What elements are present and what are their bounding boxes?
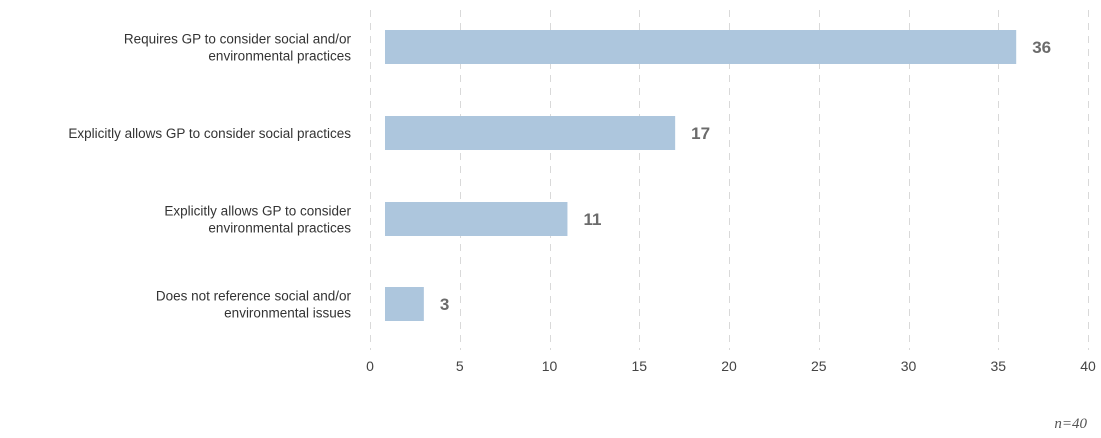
bar-1: [385, 116, 676, 150]
x-tick-label-25: 25: [811, 358, 827, 374]
x-axis-tick-labels: 0 5 10 15 20 25 30 35 40: [366, 358, 1096, 374]
gridlines: [370, 10, 1089, 350]
x-tick-label-20: 20: [721, 358, 737, 374]
x-tick-label-10: 10: [542, 358, 558, 374]
value-label-1: 17: [691, 124, 710, 143]
sample-size-note: n=40: [1054, 416, 1087, 432]
category-label-line: Explicitly allows GP to consider: [164, 204, 351, 219]
category-label-3: Does not reference social and/or environm…: [156, 289, 352, 321]
x-tick-label-35: 35: [990, 358, 1006, 374]
value-label-0: 36: [1032, 38, 1051, 57]
x-tick-label-30: 30: [901, 358, 917, 374]
category-label-line: environmental issues: [224, 306, 351, 321]
category-label-line: environmental practices: [208, 221, 351, 236]
category-label-line: Does not reference social and/or: [156, 289, 352, 304]
x-tick-label-0: 0: [366, 358, 374, 374]
bars: [385, 30, 1017, 321]
x-tick-label-15: 15: [631, 358, 647, 374]
category-label-0: Requires GP to consider social and/or env…: [124, 32, 352, 64]
value-label-2: 11: [583, 210, 601, 229]
value-labels: 36 17 11 3: [440, 38, 1051, 314]
category-label-1: Explicitly allows GP to consider social …: [68, 126, 351, 141]
category-label-line: environmental practices: [208, 49, 351, 64]
bar-2: [385, 202, 568, 236]
bar-3: [385, 287, 424, 321]
x-tick-label-5: 5: [456, 358, 464, 374]
category-label-2: Explicitly allows GP to consider environm…: [164, 204, 351, 236]
value-label-3: 3: [440, 295, 449, 314]
category-label-line: Requires GP to consider social and/or: [124, 32, 352, 47]
bar-0: [385, 30, 1017, 64]
x-tick-label-40: 40: [1080, 358, 1096, 374]
category-labels: Requires GP to consider social and/or env…: [68, 32, 351, 321]
category-label-line: Explicitly allows GP to consider social …: [68, 126, 351, 141]
